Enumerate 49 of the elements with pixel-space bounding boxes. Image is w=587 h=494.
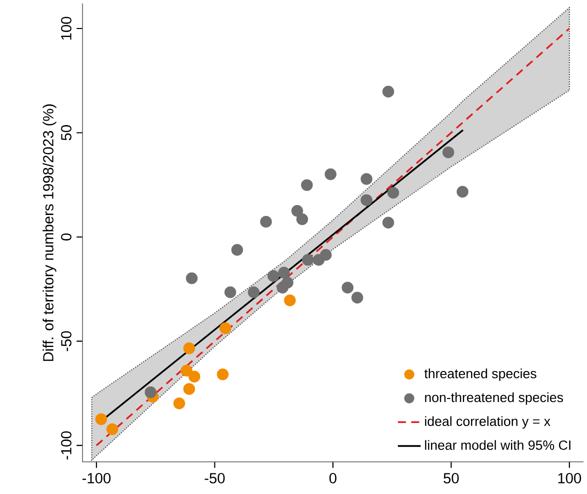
point: [95, 413, 108, 426]
legend-label: non-threatened species: [425, 392, 564, 405]
point: [382, 86, 394, 98]
point: [180, 364, 192, 376]
point: [301, 179, 313, 191]
legend-label: linear model with 95% CI: [425, 440, 570, 450]
point: [183, 342, 196, 354]
point: [320, 249, 332, 261]
point: [382, 216, 394, 228]
point: [442, 146, 454, 158]
y-tick-label: 0: [61, 233, 72, 240]
point: [302, 254, 314, 266]
point: [282, 276, 294, 288]
point: [216, 368, 229, 380]
x-tick-label: -100: [82, 472, 111, 484]
legend-label: threatened species: [424, 368, 536, 381]
point: [106, 423, 118, 436]
point: [351, 292, 364, 304]
point: [219, 322, 232, 334]
point: [144, 386, 156, 398]
x-tick-label: 0: [329, 472, 336, 484]
point: [248, 286, 260, 298]
legend-label: ideal correlation y = x: [425, 416, 550, 429]
y-tick-label: 50: [61, 125, 72, 140]
y-tick-label: 100: [61, 16, 72, 40]
y-axis-title: Diff. of territory numbers 1998/2023 (%): [42, 104, 56, 361]
y-tick-label: -50: [61, 331, 72, 352]
point: [324, 168, 336, 180]
x-tick-label: 50: [444, 472, 459, 484]
point: [186, 272, 198, 284]
point: [387, 186, 400, 199]
point: [173, 397, 186, 410]
point: [260, 216, 272, 228]
point: [342, 282, 354, 294]
point: [296, 213, 308, 226]
point: [360, 194, 372, 206]
point: [456, 186, 468, 198]
y-tick-label: -100: [61, 431, 72, 460]
point: [183, 383, 196, 395]
point: [284, 294, 296, 306]
point: [291, 205, 304, 217]
point: [360, 173, 372, 185]
point: [224, 286, 236, 298]
point: [188, 370, 200, 383]
x-tick-label: 100: [558, 472, 582, 484]
x-tick-label: -50: [204, 472, 225, 484]
point: [267, 270, 280, 282]
point: [278, 266, 290, 278]
point: [231, 244, 244, 256]
